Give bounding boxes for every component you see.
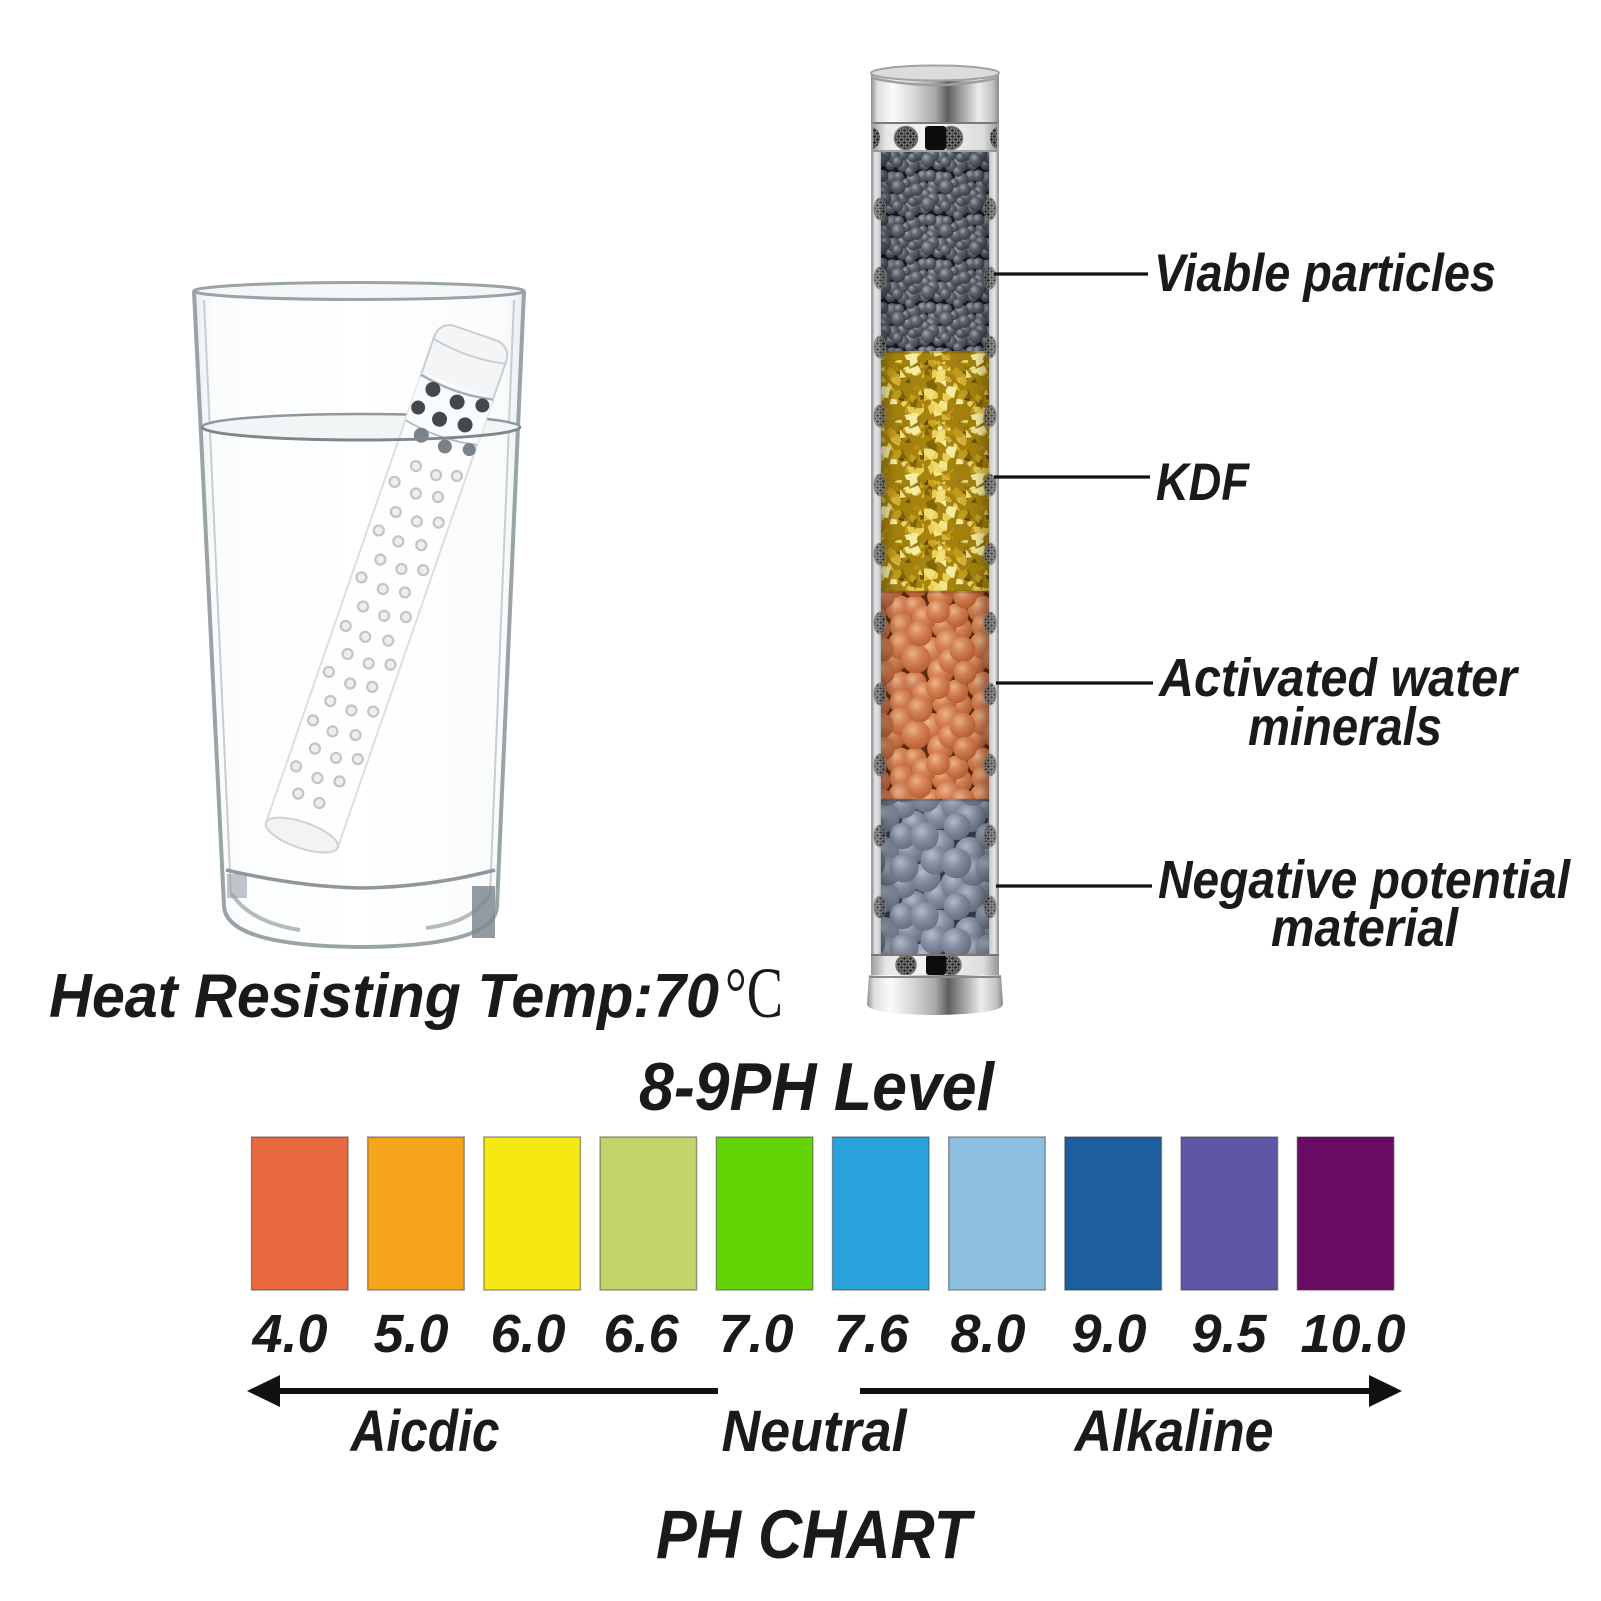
svg-text:KDF: KDF [1156,453,1250,512]
svg-text:Alkaline: Alkaline [1073,1399,1274,1464]
svg-text:Activated water: Activated water [1157,648,1519,708]
svg-text:Heat Resisting Temp:70°C: Heat Resisting Temp:70°C [49,953,783,1033]
svg-text:9.0: 9.0 [1071,1304,1146,1364]
svg-text:8-9PH Level: 8-9PH Level [639,1049,996,1125]
svg-text:Negative potential: Negative potential [1158,850,1571,910]
svg-text:9.5: 9.5 [1191,1304,1267,1364]
svg-text:8.0: 8.0 [950,1304,1025,1364]
svg-text:4.0: 4.0 [251,1304,327,1364]
svg-text:7.6: 7.6 [833,1304,909,1364]
svg-text:6.6: 6.6 [603,1304,679,1364]
svg-text:5.0: 5.0 [373,1304,448,1364]
svg-text:Aicdic: Aicdic [349,1399,500,1464]
svg-text:PH CHART: PH CHART [656,1496,975,1573]
svg-text:7.0: 7.0 [718,1304,793,1364]
svg-text:Neutral: Neutral [722,1399,909,1464]
svg-text:10.0: 10.0 [1300,1304,1405,1364]
svg-text:minerals: minerals [1248,697,1442,757]
svg-text:Viable particles: Viable particles [1154,244,1496,303]
svg-text:6.0: 6.0 [490,1304,565,1364]
svg-text:material: material [1271,898,1459,958]
